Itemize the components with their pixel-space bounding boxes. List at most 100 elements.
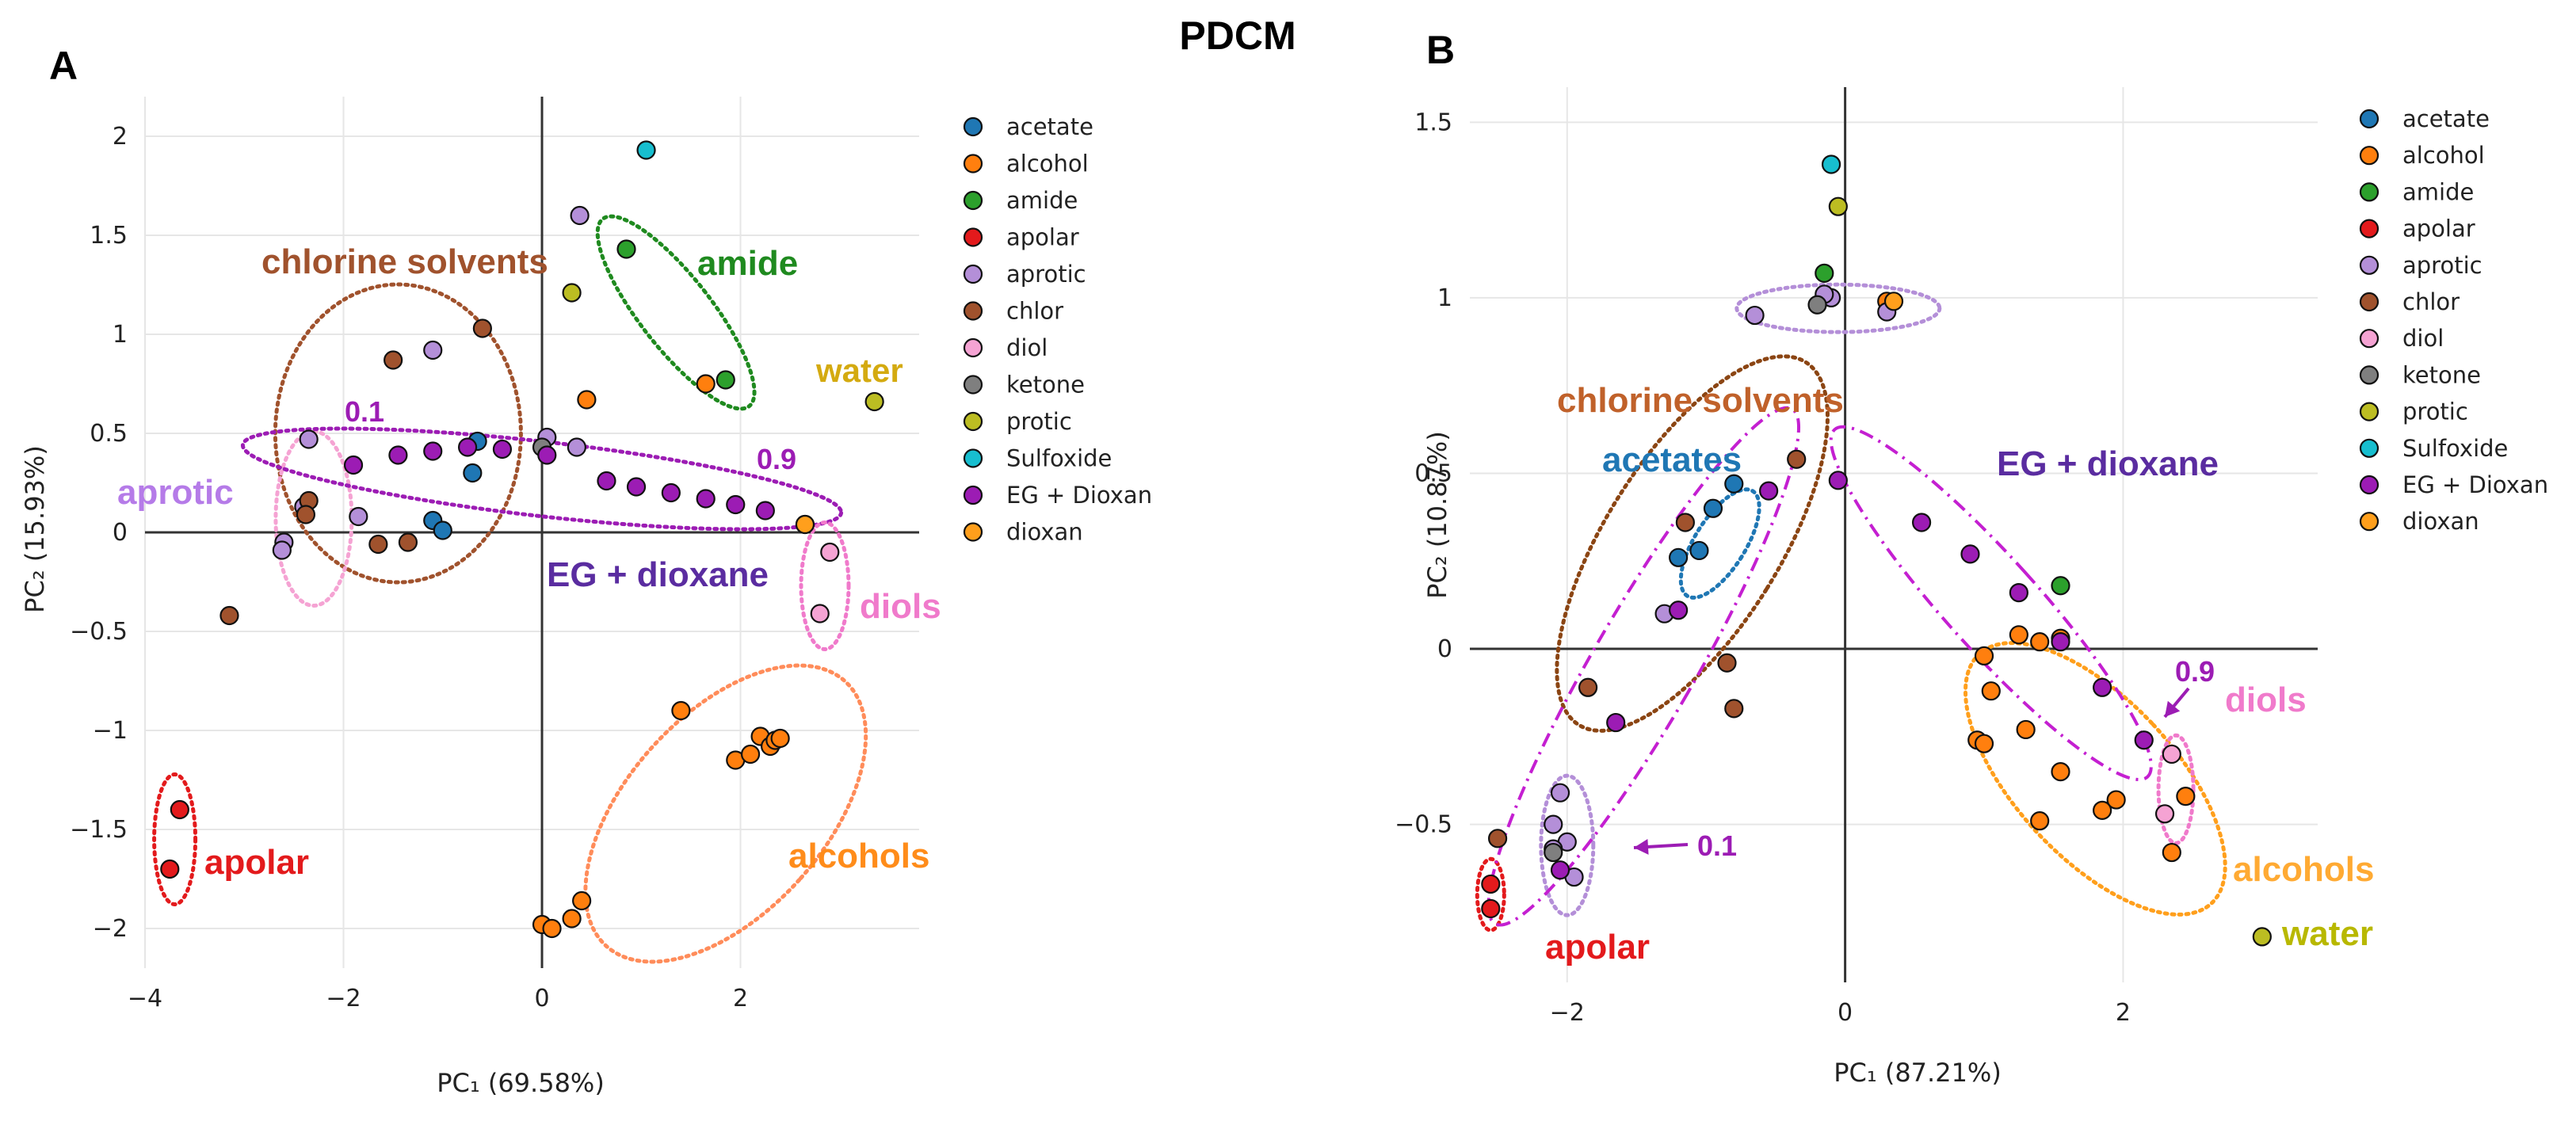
legend-item: acetate <box>2359 105 2490 132</box>
data-point <box>1807 295 1827 315</box>
panel-a-chart: −4 −2 0 2 −2 −1.5 −1 −0.5 0 0.5 1 1.5 2 PC₁ (69.58%) P… <box>20 97 1152 1098</box>
data-point <box>716 370 735 390</box>
legend-label: amide <box>1006 187 1078 214</box>
group-ellipse <box>1555 354 1830 733</box>
data-point <box>2051 576 2070 596</box>
legend-marker <box>2359 365 2379 385</box>
group-label: apolar <box>204 843 309 882</box>
data-point <box>1669 547 1689 567</box>
legend-marker <box>2359 292 2379 312</box>
group-ellipse <box>1475 856 1506 932</box>
legend-item: diol <box>963 334 1048 361</box>
group-ellipse <box>2156 733 2196 845</box>
legend-marker <box>963 485 983 505</box>
data-point <box>696 374 716 394</box>
data-point <box>1724 474 1744 494</box>
data-point <box>1821 154 1841 174</box>
legend-marker <box>2359 475 2379 495</box>
data-point <box>388 445 408 465</box>
group-label: 0.1 <box>345 395 384 428</box>
legend-marker <box>2359 402 2379 421</box>
x-tick-label: 2 <box>733 985 748 1012</box>
x-axis-title: PC₁ (69.58%) <box>437 1068 605 1098</box>
data-point <box>1883 292 1904 311</box>
legend-item: chlor <box>2359 288 2460 315</box>
legend-marker <box>963 116 983 137</box>
y-tick-label: −2 <box>93 915 128 943</box>
series-ketone <box>1544 295 1827 863</box>
series-protic <box>562 283 884 412</box>
group-ellipse <box>152 772 198 906</box>
legend-label: chlor <box>1006 298 1063 325</box>
data-point <box>219 605 239 626</box>
legend-label: alcohol <box>1006 151 1089 177</box>
y-axis-title: PC₂ (10.87%) <box>1422 431 1452 599</box>
legend-marker <box>963 337 983 358</box>
group-label: EG + dioxane <box>1997 444 2219 483</box>
y-tick-label: −0.5 <box>70 618 128 646</box>
group-label: alcohols <box>2233 850 2375 889</box>
legend-item: ketone <box>963 372 1085 398</box>
data-point <box>567 437 586 457</box>
legend-label: protic <box>1006 408 1072 435</box>
data-point <box>463 463 483 483</box>
eg-dioxane-trajectory <box>1829 425 2153 782</box>
data-point <box>296 505 316 524</box>
series-chlor <box>1487 449 1807 848</box>
group-ellipse <box>799 520 851 651</box>
legend-label: EG + Dioxan <box>1006 482 1152 509</box>
legend-item: Sulfoxide <box>963 445 1112 472</box>
y-tick-label: −0.5 <box>1395 811 1452 839</box>
legend-marker <box>963 190 983 211</box>
group-label: apolar <box>1545 928 1650 967</box>
legend-label: ketone <box>2402 361 2481 388</box>
series-dioxan <box>795 514 815 535</box>
legend-item: amide <box>2359 178 2474 205</box>
group-label: alcohols <box>788 837 930 875</box>
x-tick-label: 2 <box>2116 999 2131 1027</box>
legend-marker <box>963 411 983 432</box>
legend-marker <box>2359 146 2379 166</box>
data-point <box>1487 829 1508 848</box>
data-point <box>1815 263 1834 283</box>
legend-marker <box>2359 438 2379 458</box>
group-label: EG + dioxane <box>547 555 769 594</box>
data-point <box>2030 811 2050 831</box>
data-point <box>1675 513 1695 532</box>
series-eg-dioxan <box>1550 471 2154 880</box>
data-point <box>1745 305 1765 326</box>
group-label: water <box>815 352 903 389</box>
data-point <box>349 506 368 527</box>
legend-marker <box>2359 219 2379 238</box>
legend-item: acetate <box>963 113 1093 140</box>
legend: acetate alcohol amide apolar aprotic chlor dio… <box>2359 105 2548 535</box>
data-point <box>423 441 443 461</box>
legend-label: dioxan <box>1006 519 1083 546</box>
legend-label: Sulfoxide <box>2402 435 2508 462</box>
data-point <box>1960 544 1980 564</box>
y-tick-label: 1 <box>1437 284 1452 312</box>
y-axis-title: PC₂ (15.93%) <box>20 445 50 613</box>
legend-label: ketone <box>1006 372 1085 398</box>
data-point <box>636 140 656 160</box>
group-label: diols <box>2225 681 2307 719</box>
series-amide <box>1815 263 2070 596</box>
arrow-head <box>2165 700 2181 717</box>
data-point <box>433 520 452 540</box>
data-point <box>696 489 716 509</box>
x-tick-label: −2 <box>1550 999 1585 1027</box>
legend-marker <box>963 227 983 247</box>
arrow-head <box>1634 838 1649 855</box>
group-label: aprotic <box>117 473 234 512</box>
data-point <box>1578 677 1598 697</box>
data-point <box>2009 625 2028 645</box>
legend-label: aprotic <box>1006 261 1086 288</box>
legend-label: amide <box>2402 178 2474 205</box>
data-point <box>1828 471 1848 490</box>
group-label: water <box>2281 914 2373 953</box>
data-point <box>577 390 597 410</box>
data-point <box>616 239 636 259</box>
data-point <box>1689 540 1709 561</box>
series-acetate <box>1669 474 1744 567</box>
data-point <box>368 534 388 555</box>
